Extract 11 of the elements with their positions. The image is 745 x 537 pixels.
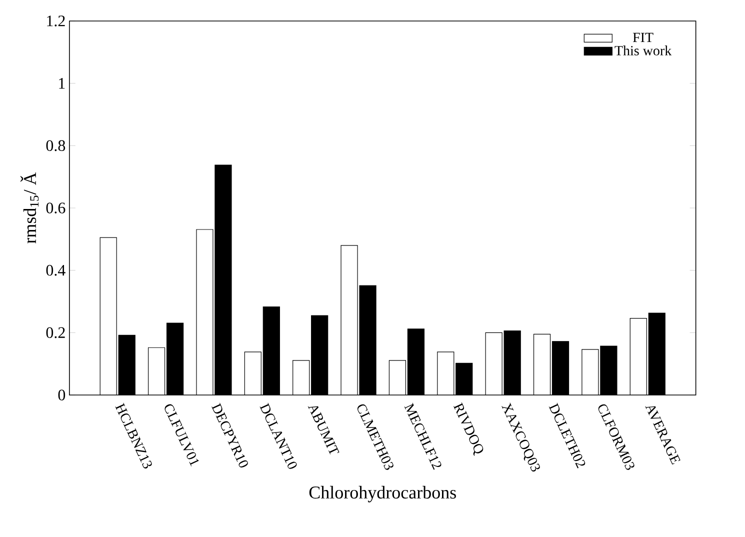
y-tick-label: 1 [59,78,65,89]
y-tick-label: 0 [58,390,66,400]
y-axis-title: rmsd$_{15}$/ Ǎ [20,172,39,244]
y-tick-label: 0.2 [46,327,65,338]
y-tick-label: 0.4 [46,264,66,276]
y-tick-label: 0.8 [46,140,66,152]
legend-label: FIT [632,32,654,42]
x-axis-title: Chlorohydrocarbons [309,486,456,502]
y-tick-label: 1.2 [47,16,65,26]
legend-label: This work [614,46,672,56]
y-tick-label: 0.6 [46,202,66,214]
